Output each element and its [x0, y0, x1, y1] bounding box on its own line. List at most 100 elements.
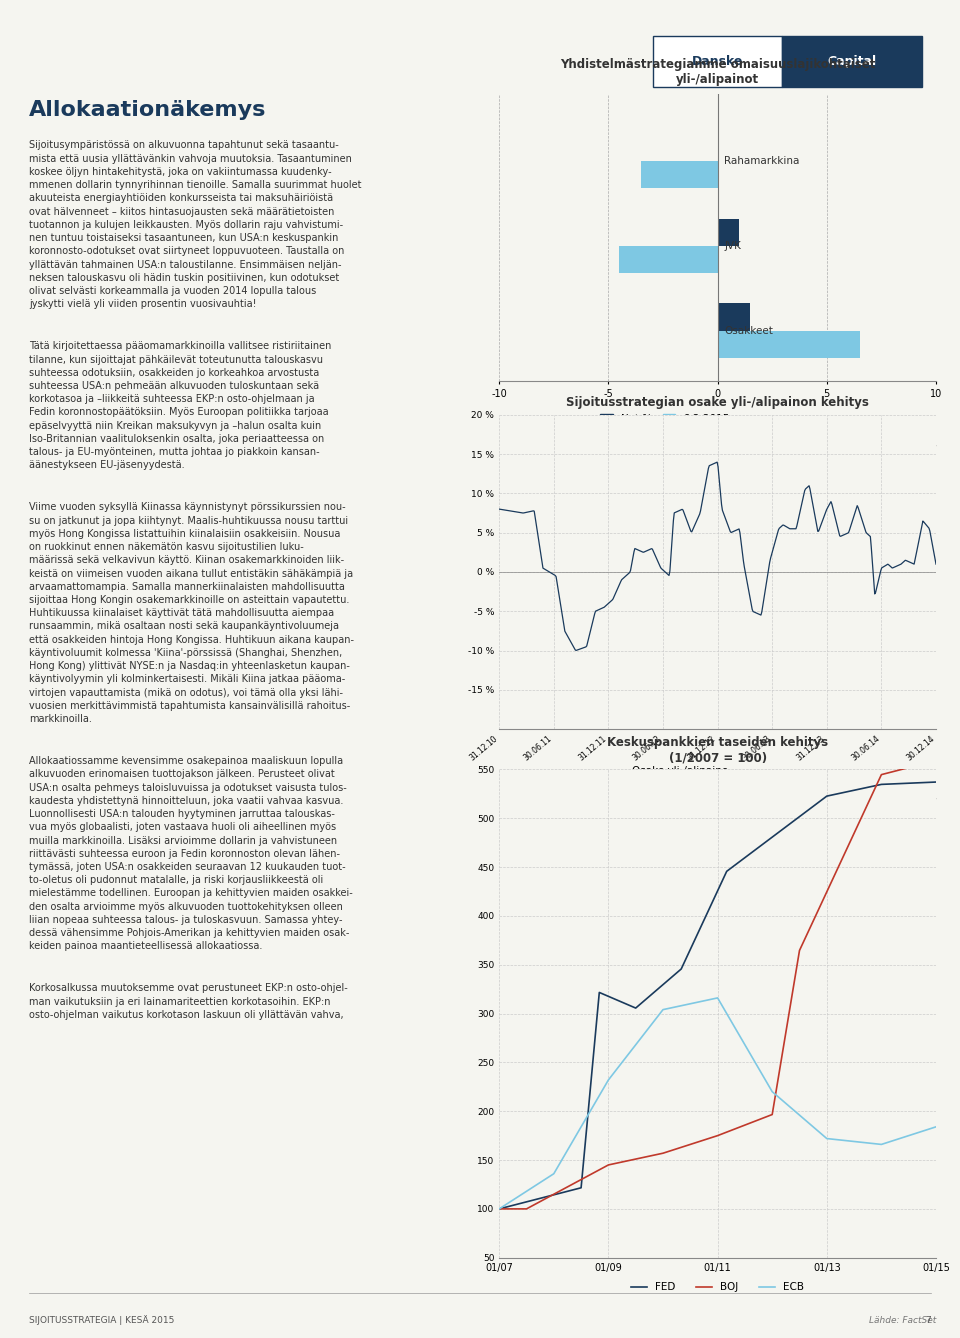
FED	[744, 846, 756, 862]
Text: to-oletus oli pudonnut matalalle, ja riski korjausliikkeestä oli: to-oletus oli pudonnut matalalle, ja ris…	[29, 875, 324, 886]
Line: BOJ: BOJ	[499, 760, 936, 1210]
BOJ	[712, 1128, 724, 1144]
Text: Iso-Britannian vaalituloksenkin osalta, joka periaatteessa on: Iso-Britannian vaalituloksenkin osalta, …	[29, 434, 324, 444]
BOJ	[493, 1202, 505, 1218]
ECB	[607, 1066, 618, 1082]
Text: Viime vuoden syksyllä Kiinassa käynnistynyt pörssikurssien nou-: Viime vuoden syksyllä Kiinassa käynnisty…	[29, 502, 346, 512]
FED	[507, 1198, 518, 1214]
Bar	[653, 36, 781, 87]
Text: tymässä, joten USA:n osakkeiden seuraavan 12 kuukauden tuot-: tymässä, joten USA:n osakkeiden seuraava…	[29, 862, 346, 872]
Text: SIJOITUSSTRATEGIA | KESÄ 2015: SIJOITUSSTRATEGIA | KESÄ 2015	[29, 1315, 174, 1325]
Text: tilanne, kun sijoittajat pähkäilevät toteutunutta talouskasvu: tilanne, kun sijoittajat pähkäilevät tot…	[29, 355, 323, 364]
Text: nen tuntuu toistaiseksi tasaantuneen, kun USA:n keskuspankin: nen tuntuu toistaiseksi tasaantuneen, ku…	[29, 233, 338, 244]
Text: USA:n osalta pehmeys taloisluvuissa ja odotukset vaisusta tulos-: USA:n osalta pehmeys taloisluvuissa ja o…	[29, 783, 347, 792]
Text: Huhtikuussa kiinalaiset käyttivät tätä mahdollisuutta aiempaa: Huhtikuussa kiinalaiset käyttivät tätä m…	[29, 609, 334, 618]
BOJ	[744, 1116, 756, 1132]
Text: muilla markkinoilla. Lisäksi arvioimme dollarin ja vahvistuneen: muilla markkinoilla. Lisäksi arvioimme d…	[29, 835, 337, 846]
Text: markkinoilla.: markkinoilla.	[29, 714, 91, 724]
Legend: Osake yli-/alipaino: Osake yli-/alipaino	[598, 763, 732, 780]
Text: Sijoitusympäristössä on alkuvuonna tapahtunut sekä tasaantu-: Sijoitusympäristössä on alkuvuonna tapah…	[29, 140, 339, 150]
Line: ECB: ECB	[499, 998, 936, 1210]
Text: den osalta arvioimme myös alkuvuoden tuottokehityksen olleen: den osalta arvioimme myös alkuvuoden tuo…	[29, 902, 343, 911]
FED	[712, 883, 724, 899]
Text: Lähde: FactSet: Lähde: FactSet	[869, 1317, 936, 1326]
Text: Allokaatiossamme kevensimme osakepainoa maaliskuun lopulla: Allokaatiossamme kevensimme osakepainoa …	[29, 756, 343, 767]
Text: keistä on viimeisen vuoden aikana tullut entistäkin sähäkämpiä ja: keistä on viimeisen vuoden aikana tullut…	[29, 569, 353, 578]
Bar	[718, 330, 859, 357]
Text: Korkosalkussa muutoksemme ovat perustuneet EKP:n osto-ohjel-: Korkosalkussa muutoksemme ovat perustune…	[29, 983, 348, 993]
Text: ovat hälvenneet – kiitos hintasuojausten sekä määrätietoisten: ovat hälvenneet – kiitos hintasuojausten…	[29, 206, 334, 217]
ECB	[525, 1180, 537, 1196]
ECB	[507, 1192, 518, 1208]
Text: korkotasoa ja –liikkeitä suhteessa EKP:n osto-ohjelmaan ja: korkotasoa ja –liikkeitä suhteessa EKP:n…	[29, 395, 315, 404]
Text: Hong Kong) ylittivät NYSE:n ja Nasdaq:in yhteenlasketun kaupan-: Hong Kong) ylittivät NYSE:n ja Nasdaq:in…	[29, 661, 349, 672]
Text: yllättävän tahmainen USA:n taloustilanne. Ensimmäisen neljän-: yllättävän tahmainen USA:n taloustilanne…	[29, 260, 342, 269]
FED	[930, 773, 942, 789]
Line: FED: FED	[499, 781, 936, 1210]
Bar	[619, 246, 718, 273]
BOJ	[525, 1199, 537, 1215]
Text: arvaamattomampia. Samalla mannerkiinalaisten mahdollisuutta: arvaamattomampia. Samalla mannerkiinalai…	[29, 582, 345, 591]
Text: että osakkeiden hintoja Hong Kongissa. Huhtikuun aikana kaupan-: että osakkeiden hintoja Hong Kongissa. H…	[29, 634, 354, 645]
Text: Luonnollisesti USA:n talouden hyytyminen jarruttaa talouskas-: Luonnollisesti USA:n talouden hyytyminen…	[29, 809, 335, 819]
Text: osto-ohjelman vaikutus korkotason laskuun oli yllättävän vahva,: osto-ohjelman vaikutus korkotason laskuu…	[29, 1010, 344, 1020]
Text: on ruokkinut ennen näkemätön kasvu sijoitustilien luku-: on ruokkinut ennen näkemätön kasvu sijoi…	[29, 542, 303, 553]
Text: Fedin koronnostopäätöksiin. Myös Euroopan politiikka tarjoaa: Fedin koronnostopäätöksiin. Myös Euroopa…	[29, 408, 328, 417]
Text: Capital: Capital	[828, 55, 876, 68]
Legend: FED, BOJ, ECB: FED, BOJ, ECB	[627, 1278, 808, 1297]
Text: alkuvuoden erinomaisen tuottojakson jälkeen. Perusteet olivat: alkuvuoden erinomaisen tuottojakson jälk…	[29, 769, 334, 779]
Text: mmenen dollarin tynnyrihinnan tienoille. Samalla suurimmat huolet: mmenen dollarin tynnyrihinnan tienoille.…	[29, 181, 361, 190]
FED	[493, 1202, 505, 1218]
Text: kaudesta yhdistettynä hinnoitteluun, joka vaatii vahvaa kasvua.: kaudesta yhdistettynä hinnoitteluun, jok…	[29, 796, 343, 805]
Text: liian nopeaa suhteessa talous- ja tuloskasvuun. Samassa yhtey-: liian nopeaa suhteessa talous- ja tulosk…	[29, 915, 343, 925]
Text: Lähde: Danske Capital: Lähde: Danske Capital	[834, 444, 936, 454]
Text: akuuteista energiayhtiöiden konkursseista tai maksuhäiriöistä: akuuteista energiayhtiöiden konkursseist…	[29, 194, 333, 203]
Text: suhteessa odotuksiin, osakkeiden jo korkeahkoa arvostusta: suhteessa odotuksiin, osakkeiden jo kork…	[29, 368, 319, 377]
FED	[525, 1192, 537, 1208]
ECB	[748, 1053, 759, 1069]
Text: määrissä sekä velkavivun käyttö. Kiinan osakemarkkinoiden liik-: määrissä sekä velkavivun käyttö. Kiinan …	[29, 555, 344, 566]
Title: Sijoitusstrategian osake yli-/alipainon kehitys: Sijoitusstrategian osake yli-/alipainon …	[566, 396, 869, 409]
Text: sijoittaa Hong Kongin osakemarkkinoille on asteittain vapautettu.: sijoittaa Hong Kongin osakemarkkinoille …	[29, 595, 349, 605]
ECB	[716, 998, 728, 1014]
Text: runsaammin, mikä osaltaan nosti sekä kaupankäyntivoluumeja: runsaammin, mikä osaltaan nosti sekä kau…	[29, 621, 339, 632]
BOJ	[930, 752, 942, 768]
Bar	[718, 219, 739, 246]
Text: jyskytti vielä yli viiden prosentin vuosivauhtia!: jyskytti vielä yli viiden prosentin vuos…	[29, 300, 256, 309]
Text: neksen talouskasvu oli hädin tuskin positiivinen, kun odotukset: neksen talouskasvu oli hädin tuskin posi…	[29, 273, 339, 282]
FED	[607, 990, 618, 1006]
Text: virtojen vapauttamista (mikä on odotus), voi tämä olla yksi lähi-: virtojen vapauttamista (mikä on odotus),…	[29, 688, 343, 697]
Text: JVK: JVK	[724, 241, 741, 252]
Text: 7: 7	[925, 1315, 931, 1325]
Text: Tätä kirjoitettaessa pääomamarkkinoilla vallitsee ristiriitainen: Tätä kirjoitettaessa pääomamarkkinoilla …	[29, 341, 331, 352]
Text: vua myös globaalisti, joten vastaava huoli oli aiheellinen myös: vua myös globaalisti, joten vastaava huo…	[29, 823, 336, 832]
Text: käyntivoluumit kolmessa 'Kiina'-pörssissä (Shanghai, Shenzhen,: käyntivoluumit kolmessa 'Kiina'-pörssiss…	[29, 648, 342, 658]
Text: käyntivolyymin yli kolminkertaisesti. Mikäli Kiina jatkaa pääoma-: käyntivolyymin yli kolminkertaisesti. Mi…	[29, 674, 345, 685]
Text: mista että uusia yllättävänkin vahvoja muutoksia. Tasaantuminen: mista että uusia yllättävänkin vahvoja m…	[29, 154, 351, 163]
Text: dessä vähensimme Pohjois-Amerikan ja kehittyvien maiden osak-: dessä vähensimme Pohjois-Amerikan ja keh…	[29, 929, 349, 938]
ECB	[712, 990, 724, 1006]
ECB	[930, 1119, 942, 1135]
Text: Rahamarkkina: Rahamarkkina	[724, 157, 800, 166]
Text: riittävästi suhteessa euroon ja Fedin koronnoston olevan lähen-: riittävästi suhteessa euroon ja Fedin ko…	[29, 848, 340, 859]
Text: suhteessa USA:n pehmeään alkuvuoden tuloskuntaan sekä: suhteessa USA:n pehmeään alkuvuoden tulo…	[29, 381, 319, 391]
BOJ	[507, 1202, 518, 1218]
Text: epäselvyyttä niin Kreikan maksukyvyn ja –halun osalta kuin: epäselvyyttä niin Kreikan maksukyvyn ja …	[29, 420, 321, 431]
Text: Danske: Danske	[691, 55, 743, 68]
Text: olivat selvästi korkeammalla ja vuoden 2014 lopulla talous: olivat selvästi korkeammalla ja vuoden 2…	[29, 286, 316, 296]
ECB	[834, 1132, 846, 1148]
Text: mielestämme todellinen. Euroopan ja kehittyvien maiden osakkei-: mielestämme todellinen. Euroopan ja kehi…	[29, 888, 352, 898]
Title: Yhdistelmästrategiamme omaisuuslajikohtaiset
yli-/alipainot: Yhdistelmästrategiamme omaisuuslajikohta…	[560, 58, 876, 86]
BOJ	[607, 1156, 618, 1172]
Text: äänestykseen EU-jäsenyydestä.: äänestykseen EU-jäsenyydestä.	[29, 460, 184, 471]
Title: Keskuspankkien taseiden kehitys
(1/2007 = 100): Keskuspankkien taseiden kehitys (1/2007 …	[607, 736, 828, 764]
Legend: Nyt %, 9.2.2015: Nyt %, 9.2.2015	[596, 409, 734, 428]
Text: koskee öljyn hintakehitystä, joka on vakiintumassa kuudenky-: koskee öljyn hintakehitystä, joka on vak…	[29, 167, 331, 177]
Bar	[718, 304, 751, 330]
Text: Allokaationäkemys: Allokaationäkemys	[29, 100, 266, 120]
Text: koronnosto-odotukset ovat siirtyneet loppuvuoteen. Taustalla on: koronnosto-odotukset ovat siirtyneet lop…	[29, 246, 345, 257]
Bar	[781, 36, 922, 87]
Text: Osakkeet: Osakkeet	[724, 325, 773, 336]
ECB	[493, 1202, 505, 1218]
Text: myös Hong Kongissa listattuihin kiinalaisiin osakkeisiin. Nousua: myös Hong Kongissa listattuihin kiinalai…	[29, 529, 340, 539]
